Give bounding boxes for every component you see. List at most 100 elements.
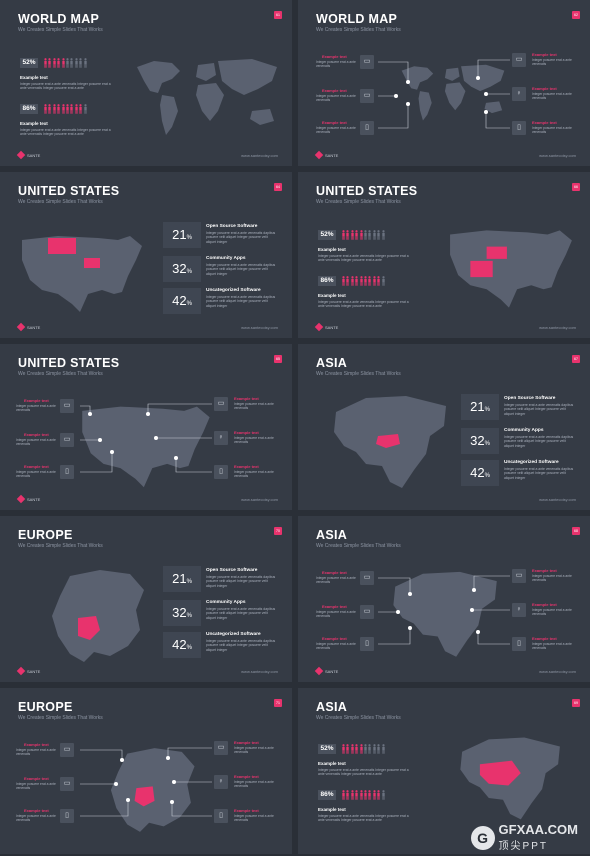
person-icon-empty: [368, 230, 372, 240]
example-heading: Example text: [318, 761, 346, 766]
example-body: Integer posuere erat a ante venenatis In…: [318, 254, 409, 263]
example-heading: Example text: [322, 88, 347, 93]
watermark: G GFXAA.COM 顶尖PPT: [470, 823, 578, 852]
example-heading: Example text: [234, 430, 259, 435]
slide-subtitle: We Creates Simple Slides That Works: [18, 371, 103, 377]
example-heading: Example text: [532, 602, 557, 607]
basket-icon: ▭: [60, 743, 74, 757]
example-body: Integer posuere erat a ante venenatis: [16, 470, 56, 479]
slide-subtitle: We Creates Simple Slides That Works: [316, 199, 401, 205]
world-map: [401, 64, 505, 121]
person-icon-empty: [83, 104, 87, 114]
people-bar: [44, 104, 87, 114]
brand-logo-icon: [16, 150, 26, 160]
example-body: Integer posuere erat a ante venenatis: [16, 814, 56, 823]
person-icon-filled: [48, 58, 52, 68]
page-number: 68: [572, 527, 580, 535]
person-icon-filled: [48, 104, 52, 114]
usa-map: [22, 236, 142, 312]
slide-united-states-icons[interactable]: UNITED STATES We Creates Simple Slides T…: [0, 344, 292, 510]
example-heading: Example text: [318, 807, 346, 812]
stat-box: 32%: [163, 256, 201, 282]
brand-footer: SANTE: [16, 494, 41, 504]
example-body: Integer posuere erat a ante venenatis: [532, 58, 572, 67]
slide-united-states-stats[interactable]: UNITED STATES We Creates Simple Slides T…: [0, 172, 292, 338]
person-icon-filled: [342, 744, 345, 754]
person-icon-empty: [83, 58, 87, 68]
stat-label: Open Source Software: [504, 396, 556, 401]
slide-title: ASIA: [316, 700, 348, 714]
website-url: www.santecoisy.com: [539, 497, 576, 502]
stat-body: Integer posuere erat a ante venenatis da…: [206, 607, 276, 620]
lightbulb-icon: ♀: [512, 603, 526, 617]
example-heading: Example text: [322, 54, 347, 59]
example-heading: Example text: [322, 636, 347, 641]
person-icon-filled: [346, 230, 350, 240]
person-icon-filled: [66, 104, 69, 114]
person-icon-filled: [57, 58, 60, 68]
example-heading: Example text: [322, 604, 347, 609]
slide-subtitle: We Creates Simple Slides That Works: [316, 715, 401, 721]
stat-label: Open Source Software: [206, 224, 258, 229]
stat-box: 42%: [461, 460, 499, 486]
website-url: www.santecoisy.com: [241, 497, 278, 502]
person-icon-empty: [79, 58, 82, 68]
slide-europe-icons[interactable]: EUROPE We Creates Simple Slides That Wor…: [0, 688, 292, 854]
person-icon-filled: [75, 104, 78, 114]
tablet-icon: ▯: [360, 637, 374, 651]
brand-logo-icon: [314, 666, 324, 676]
example-heading: Example text: [24, 742, 49, 747]
person-icon-empty: [373, 230, 376, 240]
slide-subtitle: We Creates Simple Slides That Works: [18, 27, 103, 33]
slide-asia-icons[interactable]: ASIA We Creates Simple Slides That Works…: [298, 516, 590, 682]
slide-asia-bars[interactable]: ASIA We Creates Simple Slides That Works…: [298, 688, 590, 854]
person-icon-empty: [381, 276, 385, 286]
person-icon-filled: [364, 790, 367, 800]
stat-box: 21%: [163, 566, 201, 592]
example-body: Integer posuere erat a ante venenatis In…: [318, 768, 409, 777]
connector-lines: [80, 747, 212, 817]
person-icon-filled: [61, 104, 65, 114]
brand-name: SANTE: [27, 496, 41, 502]
stat-box: 32%: [163, 600, 201, 626]
brand-name: SANTE: [325, 668, 339, 674]
slide-europe-stats[interactable]: EUROPE We Creates Simple Slides That Wor…: [0, 516, 292, 682]
example-heading: Example text: [532, 568, 557, 573]
slide-subtitle: We Creates Simple Slides That Works: [316, 27, 401, 33]
person-icon-filled: [57, 104, 60, 114]
tablet-icon: ▯: [60, 809, 74, 823]
page-number: 65: [274, 355, 282, 363]
stat-box: 21%: [163, 222, 201, 248]
slide-title: WORLD MAP: [316, 12, 398, 26]
europe-map: [52, 570, 144, 662]
slide-united-states-bars[interactable]: UNITED STATES We Creates Simple Slides T…: [298, 172, 590, 338]
slide-subtitle: We Creates Simple Slides That Works: [316, 371, 401, 377]
example-body: Integer posuere erat a ante venenatis: [532, 92, 572, 101]
slide-world-map-1[interactable]: WORLD MAP We Creates Simple Slides That …: [0, 0, 292, 166]
stat-body: Integer posuere erat a ante venenatis da…: [504, 403, 574, 416]
slide-asia-stats[interactable]: ASIA We Creates Simple Slides That Works…: [298, 344, 590, 510]
website-url: www.santecoisy.com: [241, 325, 278, 330]
example-heading: Example text: [318, 247, 346, 252]
person-icon-filled: [351, 276, 354, 286]
stat-body: Integer posuere erat a ante venenatis da…: [504, 467, 574, 480]
example-body: Integer posuere erat a ante venenatis: [316, 642, 356, 651]
connector-lines: [378, 575, 510, 645]
percent-badge: 52%: [20, 58, 38, 68]
slide-title: ASIA: [316, 528, 348, 542]
person-icon-filled: [355, 744, 358, 754]
slide-world-map-2[interactable]: WORLD MAP We Creates Simple Slides That …: [298, 0, 590, 166]
world-map: [137, 59, 277, 135]
phone-icon: ▯: [214, 465, 228, 479]
example-heading: Example text: [234, 464, 259, 469]
example-body: Integer posuere erat a ante venenatis: [16, 404, 56, 413]
example-body: Integer posuere erat a ante venenatis: [234, 746, 274, 755]
example-body: Integer posuere erat a ante venenatis: [316, 126, 356, 135]
example-body: Integer posuere erat a ante venenatis In…: [20, 82, 111, 91]
stat-label: Uncategorized Software: [206, 632, 261, 637]
brand-name: SANTE: [27, 324, 41, 330]
example-heading: Example text: [24, 776, 49, 781]
brand-footer: SANTE: [16, 322, 41, 332]
person-icon-filled: [342, 790, 345, 800]
slide-subtitle: We Creates Simple Slides That Works: [316, 543, 401, 549]
